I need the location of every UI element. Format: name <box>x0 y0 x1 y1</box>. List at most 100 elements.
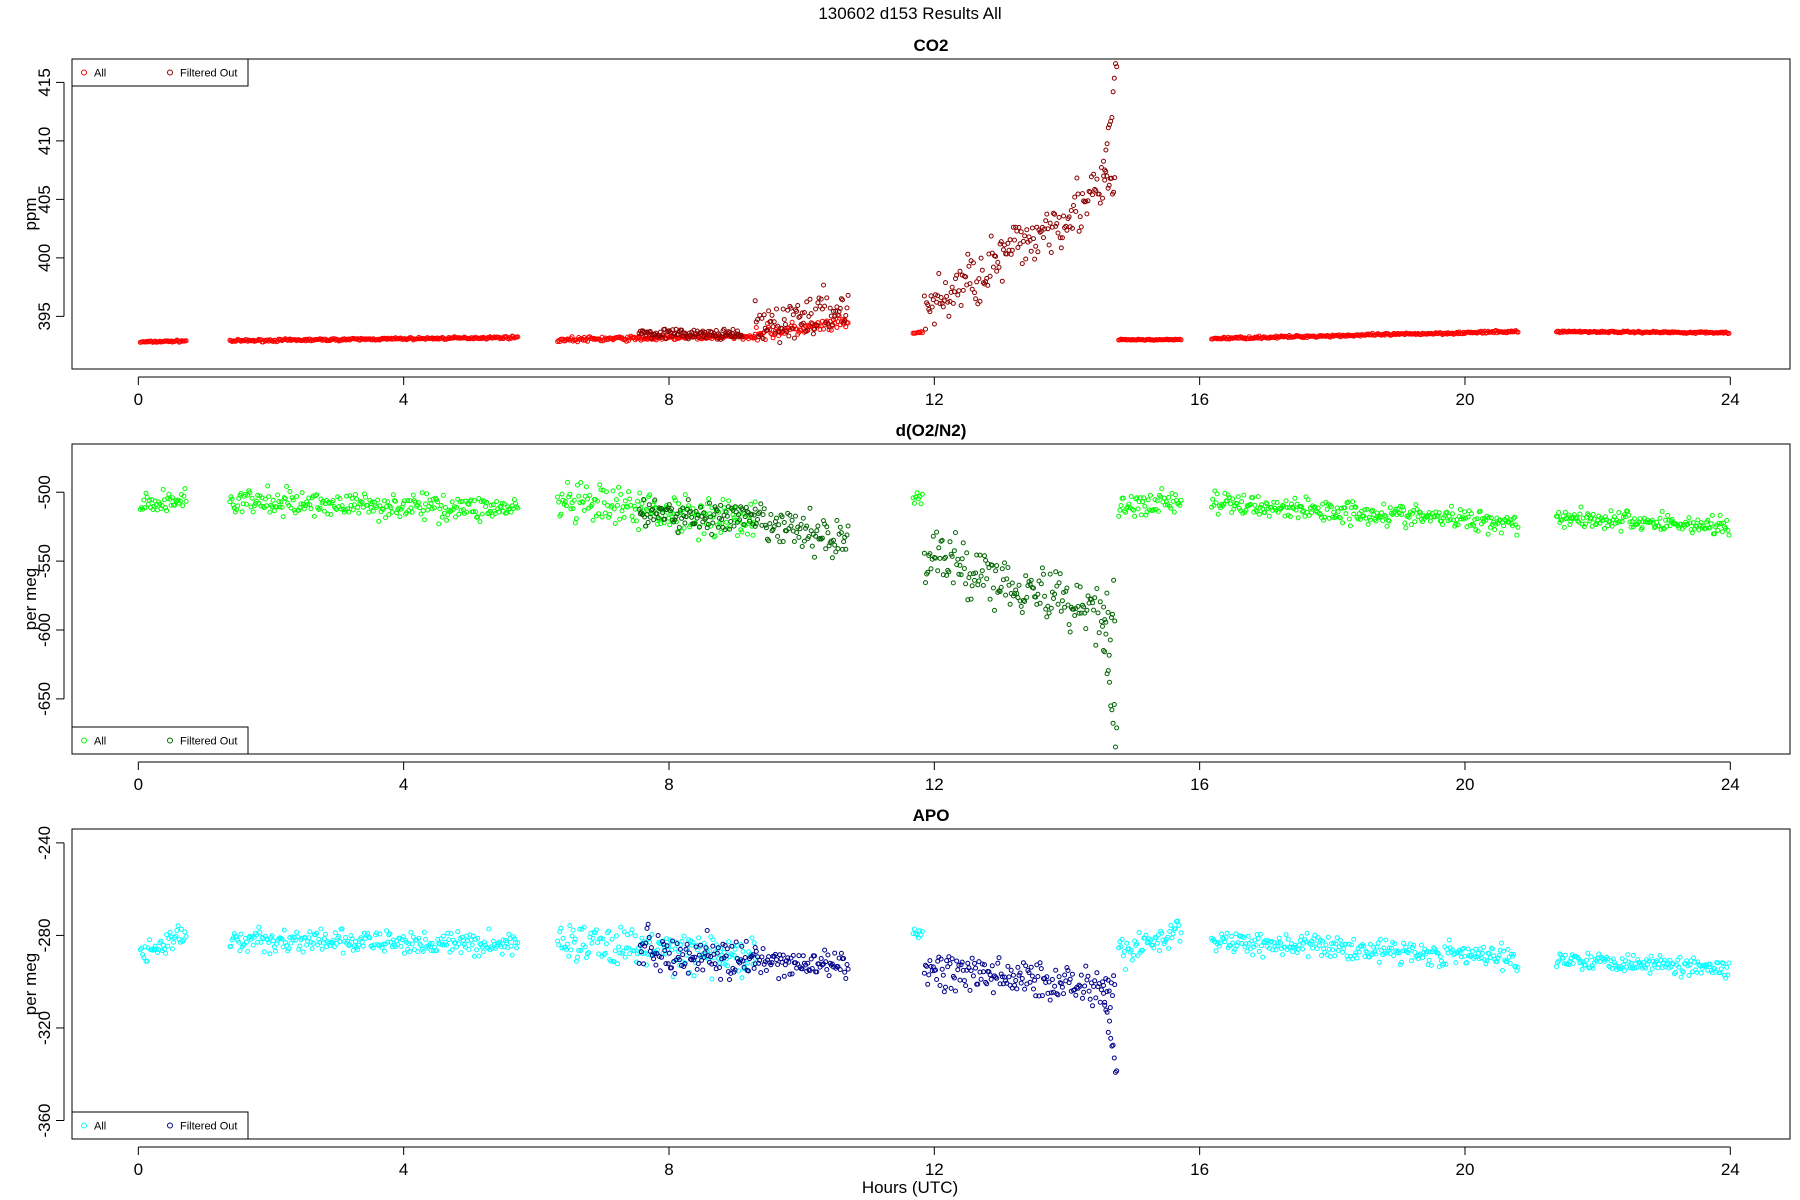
data-point <box>1410 510 1416 516</box>
data-point <box>779 514 785 520</box>
data-point <box>682 961 688 967</box>
data-point <box>311 513 317 519</box>
data-point <box>1044 614 1050 620</box>
data-point <box>751 940 757 946</box>
data-point <box>844 532 850 538</box>
data-point <box>844 962 850 967</box>
data-point <box>566 953 572 959</box>
data-point <box>1340 520 1346 526</box>
data-point <box>969 583 975 589</box>
data-point <box>1093 642 1099 648</box>
data-point <box>755 517 760 522</box>
data-point <box>571 497 577 503</box>
data-point <box>1339 505 1344 511</box>
data-point <box>1694 969 1700 975</box>
data-point <box>1628 524 1634 530</box>
data-point <box>796 534 802 540</box>
data-point <box>305 501 311 507</box>
x-tick-label: 24 <box>1721 390 1740 409</box>
y-tick-label: 405 <box>35 185 54 213</box>
data-point <box>1230 496 1236 502</box>
data-point <box>589 502 595 507</box>
data-point <box>1090 1003 1095 1009</box>
data-point <box>945 299 951 305</box>
data-point <box>1026 970 1032 976</box>
data-point <box>576 493 582 499</box>
data-point <box>1512 514 1518 520</box>
data-point <box>1565 515 1571 520</box>
data-point <box>1361 943 1367 949</box>
data-point <box>499 500 505 506</box>
x-tick-label: 20 <box>1456 1160 1475 1179</box>
data-point <box>723 509 729 515</box>
data-point <box>1332 953 1338 959</box>
data-point <box>718 976 724 982</box>
data-point <box>699 513 705 519</box>
data-point <box>400 934 406 940</box>
data-point <box>329 337 335 343</box>
data-point <box>607 512 613 517</box>
data-point <box>1299 504 1304 510</box>
data-point <box>356 510 362 516</box>
data-point <box>1135 953 1141 959</box>
data-point <box>244 501 249 507</box>
data-point <box>1256 949 1262 954</box>
data-point <box>1309 510 1314 516</box>
data-point <box>409 509 415 515</box>
data-point <box>1003 592 1009 598</box>
data-point <box>791 335 797 341</box>
data-point <box>961 978 967 984</box>
data-point <box>1105 185 1111 191</box>
data-point <box>1436 510 1442 516</box>
data-point <box>265 937 271 943</box>
data-point <box>1222 939 1228 945</box>
figure-xlabel: Hours (UTC) <box>862 1178 958 1197</box>
data-point <box>1696 527 1702 533</box>
data-point <box>423 501 428 507</box>
data-point <box>1574 515 1579 521</box>
data-point <box>1121 949 1127 954</box>
data-point <box>923 580 928 586</box>
data-point <box>656 953 662 959</box>
y-tick-label: -320 <box>35 1011 54 1045</box>
data-point <box>249 934 255 940</box>
data-point <box>587 492 593 498</box>
data-point <box>752 298 758 304</box>
data-point <box>930 297 936 303</box>
data-point <box>267 951 273 957</box>
data-point <box>573 958 579 964</box>
data-point <box>1659 509 1665 514</box>
data-point <box>575 482 580 488</box>
data-point <box>421 517 427 523</box>
data-point <box>616 944 622 950</box>
data-point <box>1586 330 1592 336</box>
data-point <box>1046 610 1052 616</box>
data-point <box>1399 959 1404 965</box>
data-point <box>262 496 268 502</box>
data-point <box>685 336 691 342</box>
data-point <box>291 507 297 513</box>
data-point <box>1054 583 1060 589</box>
data-point <box>670 938 676 944</box>
data-point <box>269 504 275 510</box>
data-point <box>832 542 838 548</box>
data-point <box>1119 937 1125 942</box>
data-point <box>660 332 666 338</box>
data-point <box>1605 523 1611 529</box>
data-point <box>1051 596 1056 601</box>
data-point <box>479 511 485 517</box>
data-point <box>763 968 769 973</box>
data-point <box>620 948 626 954</box>
data-point <box>1333 941 1339 947</box>
data-point <box>455 929 461 935</box>
data-point <box>788 305 794 311</box>
data-point <box>753 948 759 954</box>
data-point <box>647 492 653 498</box>
data-point <box>280 514 286 520</box>
data-point <box>1283 932 1289 938</box>
data-point <box>256 924 262 930</box>
data-point <box>1081 604 1087 610</box>
data-point <box>1495 520 1501 526</box>
data-point <box>998 971 1004 977</box>
